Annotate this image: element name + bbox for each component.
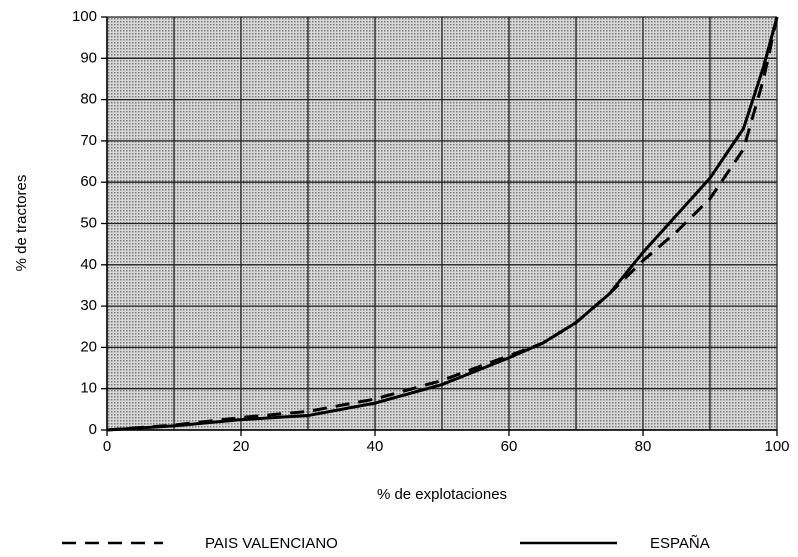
y-tick-label: 80 [80,91,97,108]
x-tick-label: 60 [501,438,518,455]
y-tick-label: 60 [80,173,97,190]
y-tick-label: 30 [80,297,97,314]
y-tick-label: 70 [80,132,97,149]
y-tick-label: 0 [89,421,97,438]
y-tick-label: 40 [80,256,97,273]
x-tick-label: 80 [635,438,652,455]
y-tick-label: 90 [80,49,97,66]
series-line [106,16,779,432]
x-tick-label: 40 [367,438,384,455]
legend-label: ESPAÑA [650,535,710,552]
y-tick-label: 50 [80,214,97,231]
y-tick-label: 100 [72,8,97,25]
y-tick-label: 10 [80,380,97,397]
x-tick-label: 20 [233,438,250,455]
y-axis-label: % de tractores [13,175,30,272]
x-tick-label: 100 [764,438,789,455]
x-axis-label: % de explotaciones [377,486,507,503]
y-tick-label: 20 [80,338,97,355]
legend-label: PAIS VALENCIANO [205,535,338,552]
x-tick-label: 0 [103,438,111,455]
